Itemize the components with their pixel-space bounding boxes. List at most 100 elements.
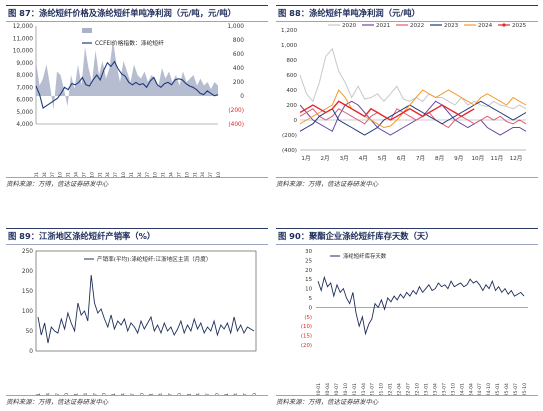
legend-label-2020: 2020 <box>342 23 357 29</box>
x-tick-label: 2024-01 <box>161 172 167 178</box>
x-tick-label: 2020-10 <box>64 393 70 396</box>
x-tick-label: 2024-07 <box>205 393 211 396</box>
price-profit-chart: 12,000 11,000 10,000 9,000 8,000 7,000 6,000 5,… <box>13 24 245 178</box>
series-line-2025 <box>299 100 475 121</box>
x-tick-label: 2022-07 <box>406 383 412 396</box>
y-tick-label: (15) <box>301 334 312 340</box>
x-tick-label: 2020-01 <box>34 172 40 178</box>
legend-label-2021: 2021 <box>376 23 391 29</box>
x-tick-label: 9月 <box>454 155 463 162</box>
inventory-days-chart: 30 25 20 15 10 5 0 (5) (10) (15) (20) 涤纶短纤库存天数 2020-… <box>301 249 528 396</box>
x-tick-label: 2023-10 <box>153 172 159 178</box>
x-tick-label: 2022-10 <box>415 383 421 396</box>
x-tick-label: 2023-01 <box>129 172 135 178</box>
y-tick-label: 250 <box>22 249 33 255</box>
x-tick-label: 1月 <box>301 155 310 162</box>
panel-source: 资料来源：万得，信达证券研发中心 <box>6 395 268 408</box>
x-tick-label: 2022-04 <box>105 172 111 178</box>
profit-area <box>36 40 218 110</box>
x-tick-label: 2024-01 <box>459 383 465 396</box>
legend-label-2025: 2025 <box>512 23 527 29</box>
x-tick-label: 2020-04 <box>45 393 51 396</box>
y-tick-label: 200 <box>22 269 33 275</box>
y-tick-label: 1,200 <box>281 28 297 34</box>
x-tick-label: 2022-01 <box>111 393 117 396</box>
x-tick-label: 2020-10 <box>58 172 64 178</box>
x-tick-label: 2024-07 <box>477 383 483 396</box>
y-right-tick-label: 1,000 <box>227 24 244 30</box>
series-line-2022 <box>299 108 527 129</box>
x-tick-label: 2020-07 <box>50 172 56 178</box>
x-tick-label: 2023-07 <box>167 393 173 396</box>
chart-panel-89: 图 89：江浙地区涤纶短纤产销率（%） 250 200 150 100 50 0 产销率(平… <box>6 228 268 408</box>
y-tick-label: 30 <box>305 249 312 255</box>
y-tick-label: 15 <box>305 277 312 283</box>
x-tick-label: 12月 <box>510 155 523 162</box>
panel-title: 图 89：江浙地区涤纶短纤产销率（%） <box>6 228 268 245</box>
x-tick-label: 4月 <box>359 155 368 162</box>
x-tick-label: 2020-04 <box>42 172 48 178</box>
y-left-tick-label: 4,000 <box>16 122 33 128</box>
y-right-tick-label: 800 <box>233 38 244 44</box>
x-tick-label: 2020-04 <box>325 383 331 396</box>
x-tick-label: 2024-04 <box>468 383 474 396</box>
x-tick-label: 2020-01 <box>316 383 322 396</box>
x-tick-label: 2025-10 <box>216 172 222 178</box>
x-tick-label: 2025-01 <box>495 383 501 396</box>
chart-panel-87: 图 87：涤纶短纤价格及涤纶短纤单吨净利润（元/吨，元/吨） 12,000 11,… <box>6 5 268 190</box>
inventory-line <box>317 275 525 336</box>
x-tick-label: 2025-10 <box>522 383 528 396</box>
x-tick-label: 2021-01 <box>74 393 80 396</box>
x-tick-label: 2021-07 <box>370 383 376 396</box>
y-left-tick-label: 10,000 <box>13 49 34 55</box>
x-tick-label: 2025-07 <box>243 393 249 396</box>
x-tick-label: 2022-10 <box>139 393 145 396</box>
y-right-tick-label: (400) <box>228 122 244 128</box>
x-tick-label: 2024-07 <box>176 172 182 178</box>
y-tick-label: (20) <box>301 343 312 349</box>
y-tick-label: 5 <box>309 296 312 302</box>
y-tick-label: 1,000 <box>281 43 297 49</box>
x-tick-label: 6月 <box>397 155 406 162</box>
y-right-tick-label: 400 <box>233 66 244 72</box>
panel-source: 资料来源：万得，信达证券研发中心 <box>6 177 268 190</box>
x-tick-label: 2024-04 <box>196 393 202 396</box>
series-line-2023 <box>299 100 527 136</box>
y-left-tick-label: 6,000 <box>16 98 33 104</box>
y-tick-label: 50 <box>26 329 34 335</box>
x-tick-label: 2022-07 <box>130 393 136 396</box>
x-tick-label: 2021-10 <box>379 383 385 396</box>
panel-source: 资料来源：万得，信达证券研发中心 <box>276 177 538 190</box>
y-tick-label: 400 <box>286 88 297 94</box>
y-left-tick-label: 11,000 <box>13 36 34 42</box>
x-tick-label: 2022-10 <box>121 172 127 178</box>
x-tick-label: 2020-07 <box>334 383 340 396</box>
x-tick-label: 2025-01 <box>192 172 198 178</box>
sales-ratio-line <box>37 274 255 344</box>
y-right-tick-label: 200 <box>233 80 244 86</box>
x-tick-label: 7月 <box>416 155 425 162</box>
x-tick-label: 2025-07 <box>208 172 214 178</box>
x-tick-label: 2023-07 <box>145 172 151 178</box>
x-tick-label: 2023-07 <box>441 383 447 396</box>
x-tick-label: 2023-01 <box>423 383 429 396</box>
panel-source: 资料来源：万得，信达证券研发中心 <box>276 395 538 408</box>
price-line <box>35 60 219 110</box>
x-tick-label: 2025-01 <box>224 393 230 396</box>
x-tick-label: 2022-07 <box>113 172 119 178</box>
legend-label-profit: 涤纶短纤单吨净利润（右） <box>95 27 165 35</box>
y-tick-label: (5) <box>304 315 312 321</box>
y-tick-label: 20 <box>305 268 312 274</box>
chart-panel-90: 图 90：聚酯企业涤纶短纤库存天数（天） 30 25 20 15 10 5 0 (5) (10)… <box>276 228 538 408</box>
x-tick-label: 2022-04 <box>397 383 403 396</box>
x-tick-label: 2021-07 <box>81 172 87 178</box>
plot-frame <box>35 250 257 352</box>
y-tick-label: 25 <box>305 258 312 264</box>
legend-swatch-profit <box>82 28 92 33</box>
x-tick-label: 8月 <box>435 155 444 162</box>
y-tick-label: 0 <box>309 305 313 311</box>
x-tick-label: 2024-10 <box>486 383 492 396</box>
y-tick-label: 10 <box>305 287 312 293</box>
x-tick-label: 2025-04 <box>233 393 239 396</box>
x-tick-label: 2023-04 <box>432 383 438 396</box>
